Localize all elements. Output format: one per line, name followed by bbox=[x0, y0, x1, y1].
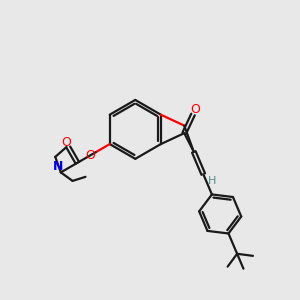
Text: N: N bbox=[52, 160, 63, 173]
Text: O: O bbox=[190, 103, 200, 116]
Text: O: O bbox=[61, 136, 71, 149]
Text: O: O bbox=[86, 149, 96, 162]
Text: H: H bbox=[208, 176, 216, 186]
